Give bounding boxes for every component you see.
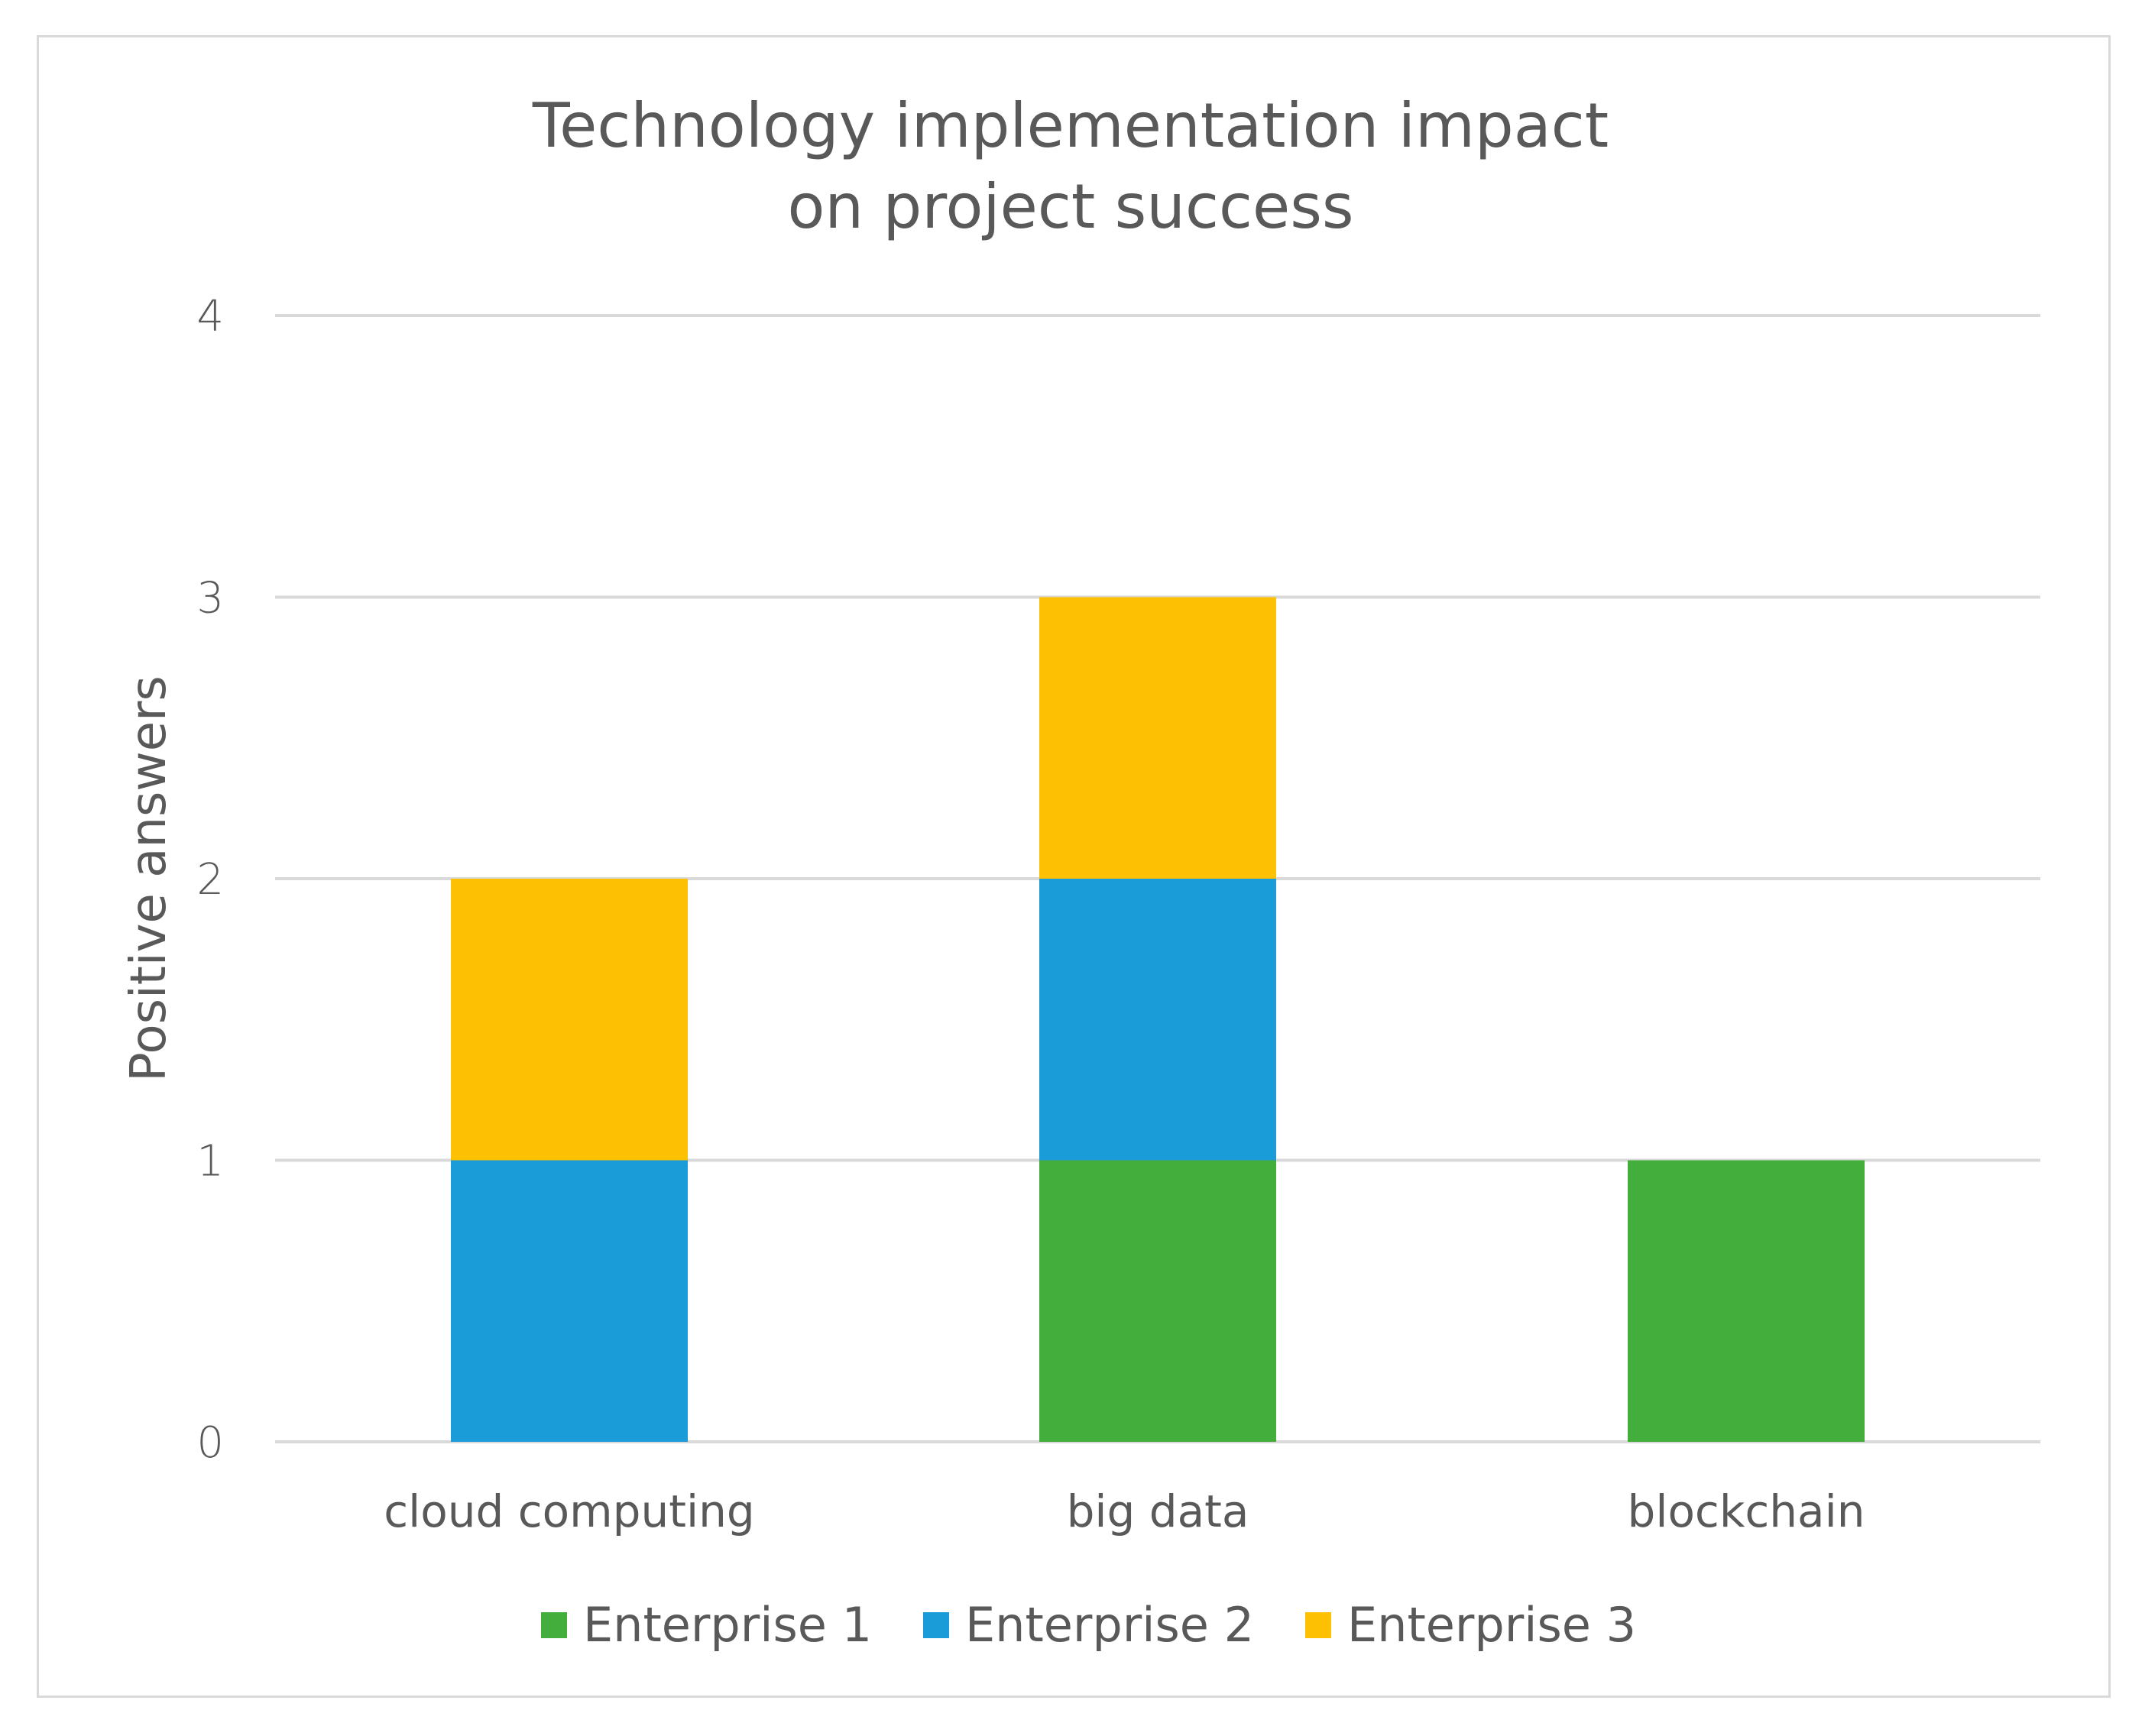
legend-label: Enterprise 1 [583,1597,872,1653]
x-category-label: cloud computing [384,1485,754,1537]
x-category-label: blockchain [1628,1485,1865,1537]
y-tick-label: 4 [196,292,224,342]
y-tick-label: 1 [196,1137,224,1187]
bar-big-data-enterprise-1 [1039,1160,1276,1442]
y-tick-label: 3 [196,574,224,623]
bar-big-data-enterprise-3 [1039,597,1276,879]
legend-swatch [1305,1612,1331,1638]
bar-cloud-computing-enterprise-3 [451,879,688,1161]
legend-swatch [541,1612,567,1638]
y-axis-label: Positive answers [121,675,177,1082]
legend-label: Enterprise 3 [1347,1597,1636,1653]
x-axis-categories: cloud computing big data blockchain [384,1485,1865,1537]
chart-title-line-1: Technology implementation impact [532,90,1609,161]
chart-title-line-2: on project success [787,171,1353,242]
bars [451,597,1865,1442]
legend-label: Enterprise 2 [965,1597,1254,1653]
y-axis-ticks: 0 1 2 3 4 [196,292,224,1468]
y-tick-label: 0 [196,1418,224,1468]
legend: Enterprise 1 Enterprise 2 Enterprise 3 [541,1597,1636,1653]
legend-swatch [923,1612,949,1638]
x-category-label: big data [1067,1485,1249,1537]
bar-big-data-enterprise-2 [1039,879,1276,1161]
bar-blockchain-enterprise-1 [1628,1160,1865,1442]
y-tick-label: 2 [196,855,224,905]
bar-cloud-computing-enterprise-2 [451,1160,688,1442]
